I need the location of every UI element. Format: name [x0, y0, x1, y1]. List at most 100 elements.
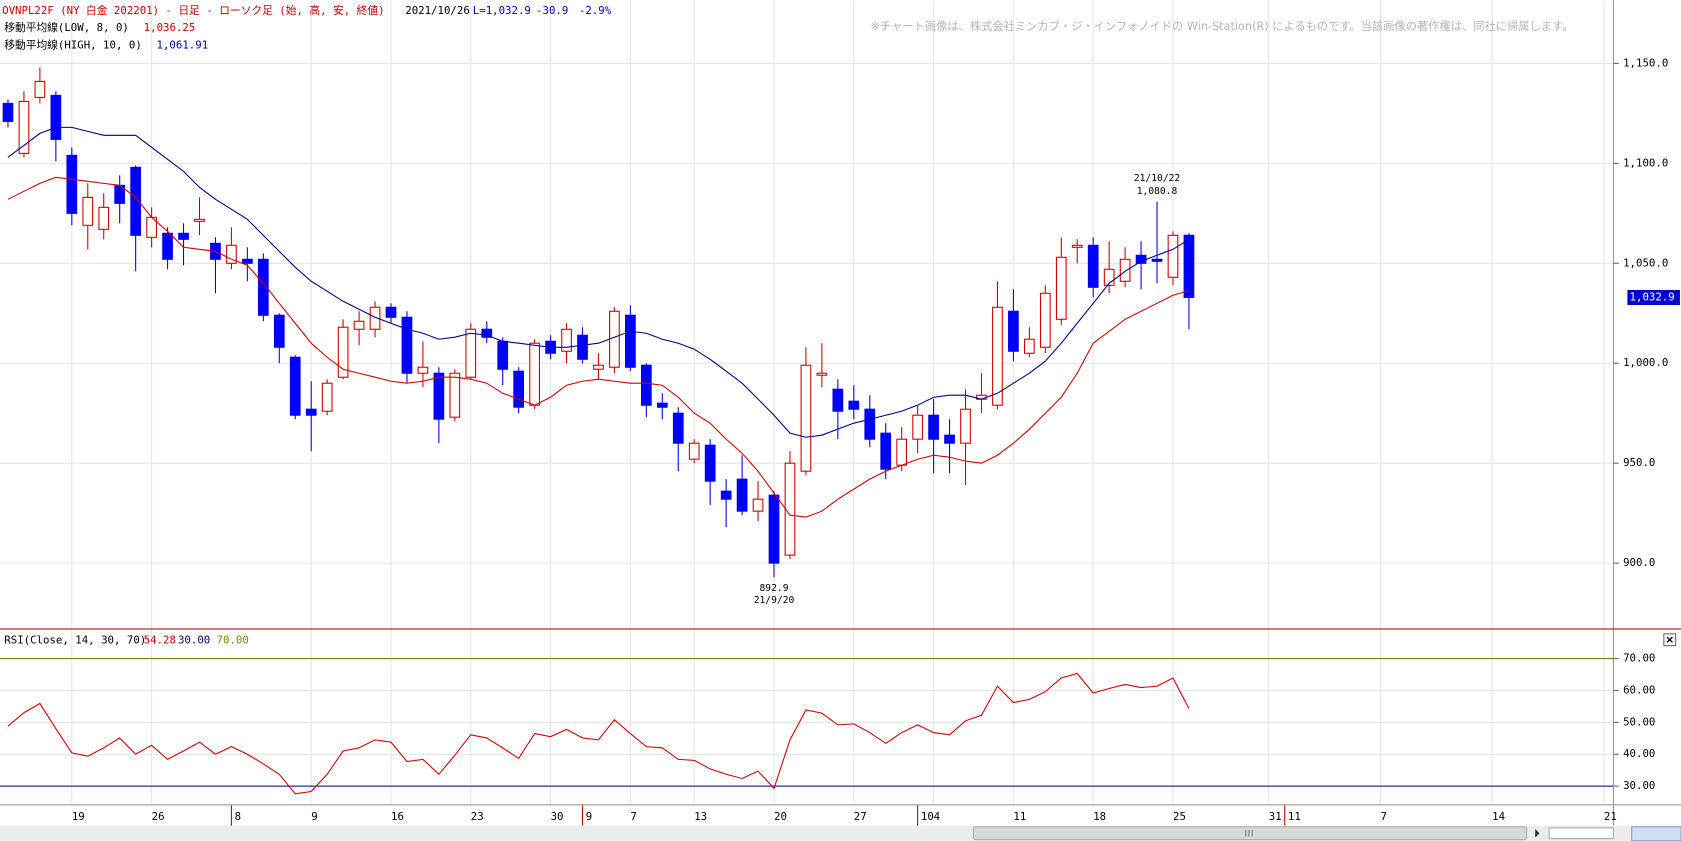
candle-body [1023, 338, 1035, 354]
candle-body [816, 372, 828, 376]
candle-body [1167, 234, 1179, 278]
legend-value: 1,036.25 [144, 21, 196, 34]
candle-body [960, 408, 971, 444]
series-line [7, 126, 1190, 438]
x-tick-label: 25 [1173, 810, 1186, 823]
candle-body [130, 166, 142, 236]
y-tick-label: 1,100.0 [1623, 156, 1668, 169]
header-date: 2021/10/26 [405, 4, 470, 17]
candle-body [481, 328, 493, 338]
candle-body [656, 402, 668, 408]
candle-body [832, 388, 844, 412]
candle-body [385, 306, 397, 318]
candle-body [321, 382, 333, 412]
candle-body [273, 314, 285, 348]
candle-body [305, 408, 317, 416]
candle-body [34, 80, 46, 98]
scroll-thumb[interactable] [972, 826, 1528, 841]
candle-body [672, 412, 684, 444]
month-label: 9 [586, 810, 592, 823]
candle-body [720, 490, 732, 500]
candle-body [561, 328, 572, 352]
x-tick-label: 7 [630, 810, 636, 823]
annotation-value: 892.9 [760, 583, 789, 594]
candle-body [1039, 292, 1051, 348]
candle-body [944, 434, 955, 444]
candle-body [928, 414, 939, 440]
y-tick-label: 60.00 [1623, 683, 1655, 696]
close-icon[interactable] [1666, 636, 1673, 643]
candle-body [848, 400, 860, 410]
candle-body [1055, 256, 1067, 320]
scrollbar[interactable] [0, 825, 1681, 841]
candle-body [337, 326, 349, 378]
zoom-buttons[interactable] [1631, 826, 1681, 841]
last-price-label: 1,032.9 [1630, 290, 1675, 303]
candle-body [1135, 254, 1147, 264]
chart-title: OVNPL22F (NY 白金 202201) - 日足 - ローソク足 (始,… [2, 4, 384, 17]
candle-body [912, 414, 924, 440]
candle-body [896, 438, 908, 466]
candle-body [1008, 310, 1019, 352]
y-tick-label: 1,150.0 [1623, 56, 1668, 69]
x-tick-label: 18 [1093, 810, 1106, 823]
candle-body [1087, 244, 1099, 288]
candle-body [18, 100, 30, 154]
annotation-value: 1,080.8 [1137, 186, 1178, 197]
candle-body [194, 218, 205, 222]
candle-body [609, 310, 620, 368]
candle-body [433, 372, 445, 420]
y-tick-label: 50.00 [1623, 715, 1655, 728]
candle-body [1183, 234, 1195, 299]
candle-body [752, 498, 764, 512]
x-tick-label: 20 [774, 810, 787, 823]
candle-body [1119, 258, 1131, 282]
x-tick-label: 26 [152, 810, 165, 823]
legend-label: 移動平均線(HIGH, 10, 0) [4, 38, 142, 51]
month-label: 11 [1288, 810, 1301, 823]
y-tick-label: 30.00 [1623, 779, 1655, 792]
x-tick-label: 31 [1269, 810, 1282, 823]
candle-body [768, 494, 780, 564]
y-tick-label: 900.0 [1623, 556, 1655, 569]
candle-body [864, 408, 876, 440]
candle-body [704, 444, 716, 482]
x-tick-label: 11 [1013, 810, 1026, 823]
scroll-right-arrow[interactable] [1535, 828, 1540, 838]
zoom-slider[interactable] [1548, 827, 1614, 840]
candle-body [82, 196, 94, 226]
y-tick-label: 1,000.0 [1623, 356, 1668, 369]
candle-body [513, 370, 525, 408]
candle-body [577, 334, 588, 360]
candle-body [529, 342, 540, 406]
annotation-date: 21/10/22 [1134, 173, 1180, 184]
x-tick-label: 30 [551, 810, 564, 823]
month-label: 10 [921, 810, 934, 823]
legend-value: 1,061.91 [157, 38, 209, 51]
x-tick-label: 16 [391, 810, 404, 823]
legend-label: RSI(Close, 14, 30, 70) [4, 633, 146, 646]
x-tick-label: 14 [1492, 810, 1505, 823]
candle-body [178, 232, 189, 240]
scroll-grip [1245, 830, 1253, 837]
legend-value: 30.00 [178, 633, 210, 646]
legend-label: 移動平均線(LOW, 8, 0) [4, 21, 129, 34]
x-tick-label: 13 [694, 810, 707, 823]
legend-value: 70.00 [217, 633, 249, 646]
marks [0, 67, 1614, 795]
y-tick-label: 70.00 [1623, 652, 1655, 665]
candle-body [2, 102, 14, 122]
x-tick-label: 7 [1380, 810, 1386, 823]
y-tick-label: 1,050.0 [1623, 256, 1668, 269]
x-tick-label: 21 [1604, 810, 1617, 823]
last-price-box [1627, 289, 1680, 305]
header-change: -30.9 [536, 4, 568, 17]
candle-body [465, 328, 477, 378]
candle-body [1103, 268, 1115, 286]
close-button[interactable] [1663, 633, 1677, 647]
candle-body [640, 364, 652, 406]
x-tick-label: 4 [934, 810, 940, 823]
